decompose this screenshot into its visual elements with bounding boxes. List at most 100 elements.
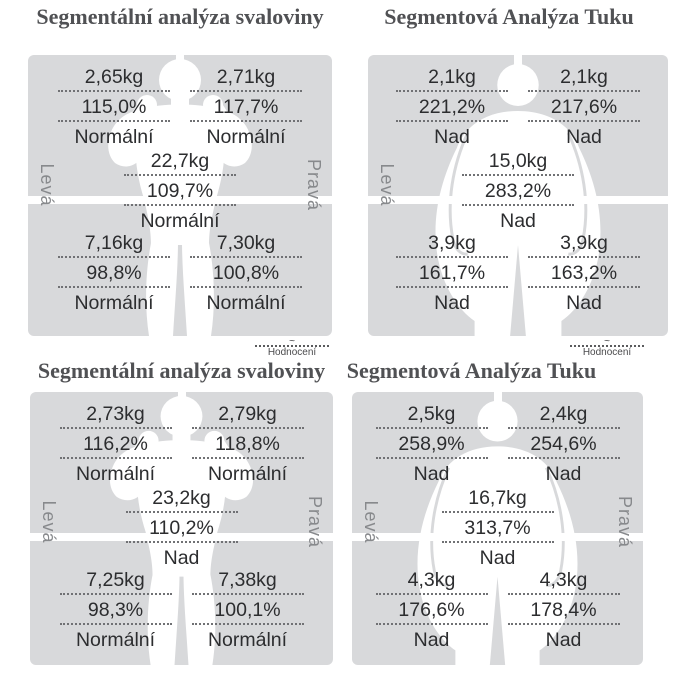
quadrant-muscle-bottom: Segmentální analýza svaloviny Levá Pravá… bbox=[30, 358, 333, 665]
tilde-mark: ~ bbox=[289, 336, 295, 347]
tilde-mark: ~ bbox=[604, 336, 610, 347]
trunk-percent: 109,7% bbox=[124, 181, 236, 206]
trunk-mass: 23,2kg bbox=[125, 488, 238, 513]
section-title: Segmentová Analýza Tuku bbox=[384, 4, 634, 29]
right-arm-readings: 2,79kg 118,8% Normální bbox=[191, 404, 304, 485]
left-arm-mass: 2,5kg bbox=[375, 404, 488, 429]
left-leg-readings: 3,9kg 161,7% Nad bbox=[396, 233, 508, 314]
left-side-label: Levá bbox=[37, 163, 57, 207]
right-leg-rating: Nad bbox=[566, 292, 602, 314]
rating-header-line bbox=[570, 345, 644, 347]
body-diagram-panel: Levá Pravá 2,73kg 116,2% Normální 2,79kg… bbox=[30, 392, 333, 665]
right-arm-percent: 254,6% bbox=[507, 434, 620, 459]
horizontal-divider bbox=[368, 196, 668, 204]
right-leg-percent: 100,1% bbox=[191, 600, 304, 625]
left-leg-readings: 4,3kg 176,6% Nad bbox=[375, 570, 488, 651]
right-arm-mass: 2,71kg bbox=[190, 67, 302, 92]
left-leg-mass: 4,3kg bbox=[375, 570, 488, 595]
right-leg-readings: 3,9kg 163,2% Nad bbox=[528, 233, 640, 314]
right-arm-percent: 118,8% bbox=[191, 434, 304, 459]
section-title: Segmentální analýza svaloviny bbox=[36, 4, 324, 29]
left-leg-readings: 7,16kg 98,8% Normální bbox=[58, 233, 170, 314]
right-leg-percent: 163,2% bbox=[528, 263, 640, 288]
right-arm-readings: 2,4kg 254,6% Nad bbox=[507, 404, 620, 485]
left-arm-rating: Normální bbox=[74, 126, 154, 148]
right-arm-percent: 117,7% bbox=[190, 97, 302, 122]
left-arm-readings: 2,5kg 258,9% Nad bbox=[375, 404, 488, 485]
left-arm-percent: 115,0% bbox=[58, 97, 170, 122]
left-arm-mass: 2,1kg bbox=[396, 67, 508, 92]
left-arm-rating: Nad bbox=[434, 126, 470, 148]
trunk-readings: 16,7kg 313,7% Nad bbox=[441, 488, 554, 569]
right-leg-rating: Normální bbox=[207, 629, 288, 651]
rating-header-label: Hodnocení bbox=[582, 347, 632, 358]
right-leg-mass: 4,3kg bbox=[507, 570, 620, 595]
right-arm-rating: Normální bbox=[206, 126, 286, 148]
trunk-readings: 23,2kg 110,2% Nad bbox=[125, 488, 238, 569]
trunk-readings: 22,7kg 109,7% Normální bbox=[124, 151, 236, 232]
center-divider bbox=[514, 55, 522, 71]
body-diagram-panel: Levá Pravá 2,65kg 115,0% Normální 2,71kg… bbox=[28, 55, 332, 336]
left-arm-mass: 2,73kg bbox=[59, 404, 172, 429]
left-leg-percent: 176,6% bbox=[375, 600, 488, 625]
trunk-rating: Nad bbox=[163, 547, 200, 569]
horizontal-divider bbox=[352, 533, 643, 541]
right-arm-rating: Normální bbox=[207, 463, 288, 485]
right-side-label: Pravá bbox=[305, 495, 325, 549]
left-side-label: Levá bbox=[361, 500, 381, 544]
right-arm-mass: 2,1kg bbox=[528, 67, 640, 92]
quadrant-muscle-top: Segmentální analýza svaloviny Levá Pravá… bbox=[28, 4, 332, 336]
rating-column-header: ~ Hodnocení bbox=[255, 336, 329, 359]
rating-column-header: ~ Hodnocení bbox=[570, 336, 644, 359]
left-side-label: Levá bbox=[39, 500, 59, 544]
left-arm-readings: 2,73kg 116,2% Normální bbox=[59, 404, 172, 485]
quadrant-fat-bottom: Segmentová Analýza Tuku Levá Pravá 2,5kg… bbox=[347, 358, 643, 665]
body-diagram-panel: Levá Pravá 2,5kg 258,9% Nad 2,4kg 254,6%… bbox=[352, 392, 643, 665]
left-arm-mass: 2,65kg bbox=[58, 67, 170, 92]
trunk-rating: Nad bbox=[500, 210, 536, 232]
left-leg-rating: Normální bbox=[74, 292, 154, 314]
left-leg-mass: 3,9kg bbox=[396, 233, 508, 258]
right-leg-percent: 100,8% bbox=[190, 263, 302, 288]
trunk-mass: 16,7kg bbox=[441, 488, 554, 513]
body-diagram-panel: Levá Pravá 2,1kg 221,2% Nad 2,1kg 217,6%… bbox=[368, 55, 668, 336]
right-leg-rating: Nad bbox=[545, 629, 582, 651]
center-divider bbox=[176, 55, 184, 71]
left-arm-rating: Normální bbox=[75, 463, 156, 485]
right-leg-mass: 7,38kg bbox=[191, 570, 304, 595]
section-title: Segmentová Analýza Tuku bbox=[346, 358, 597, 383]
left-leg-rating: Normální bbox=[75, 629, 156, 651]
quadrant-fat-top: Segmentová Analýza Tuku Levá Pravá 2,1kg… bbox=[368, 4, 668, 336]
left-leg-rating: Nad bbox=[413, 629, 450, 651]
trunk-rating: Nad bbox=[479, 547, 516, 569]
left-leg-percent: 161,7% bbox=[396, 263, 508, 288]
left-arm-rating: Nad bbox=[413, 463, 450, 485]
trunk-percent: 110,2% bbox=[125, 518, 238, 543]
left-leg-rating: Nad bbox=[434, 292, 470, 314]
center-divider bbox=[177, 392, 186, 408]
section-title: Segmentální analýza svaloviny bbox=[37, 358, 326, 383]
left-arm-percent: 258,9% bbox=[375, 434, 488, 459]
trunk-mass: 22,7kg bbox=[124, 151, 236, 176]
right-leg-readings: 7,38kg 100,1% Normální bbox=[191, 570, 304, 651]
left-side-label: Levá bbox=[377, 163, 397, 207]
right-arm-rating: Nad bbox=[545, 463, 582, 485]
right-leg-rating: Normální bbox=[206, 292, 286, 314]
horizontal-divider bbox=[30, 533, 333, 541]
trunk-percent: 313,7% bbox=[441, 518, 554, 543]
left-arm-readings: 2,1kg 221,2% Nad bbox=[396, 67, 508, 148]
right-arm-mass: 2,79kg bbox=[191, 404, 304, 429]
right-leg-readings: 4,3kg 178,4% Nad bbox=[507, 570, 620, 651]
right-leg-mass: 7,30kg bbox=[190, 233, 302, 258]
left-arm-percent: 116,2% bbox=[59, 434, 172, 459]
trunk-rating: Normální bbox=[140, 210, 220, 232]
right-arm-readings: 2,71kg 117,7% Normální bbox=[190, 67, 302, 148]
trunk-mass: 15,0kg bbox=[462, 151, 574, 176]
right-leg-readings: 7,30kg 100,8% Normální bbox=[190, 233, 302, 314]
right-side-label: Pravá bbox=[664, 158, 668, 212]
right-side-label: Pravá bbox=[304, 158, 324, 212]
right-arm-readings: 2,1kg 217,6% Nad bbox=[528, 67, 640, 148]
left-arm-readings: 2,65kg 115,0% Normální bbox=[58, 67, 170, 148]
left-leg-mass: 7,25kg bbox=[59, 570, 172, 595]
